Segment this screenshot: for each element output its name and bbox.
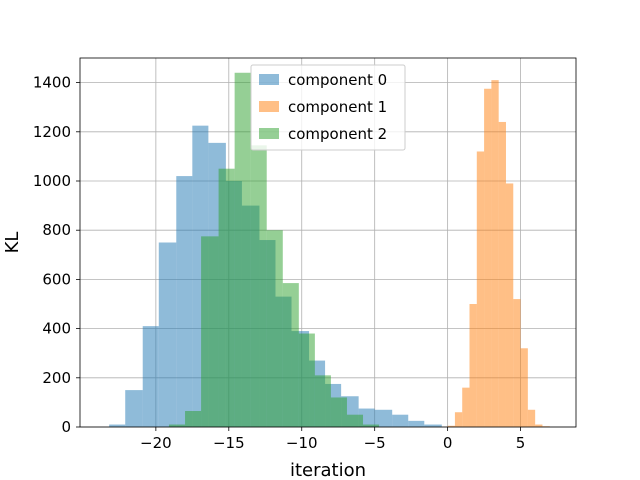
histogram-bar (314, 375, 331, 427)
histogram-bar (185, 411, 202, 427)
series-2-bars (168, 72, 380, 427)
y-tick-label: 400 (42, 320, 71, 338)
histogram-bar (447, 425, 455, 427)
histogram-bar (462, 387, 470, 427)
histogram-bar (282, 283, 299, 427)
y-tick-label: 800 (42, 221, 71, 239)
histogram-bar (491, 80, 499, 427)
x-tick-label: 0 (443, 434, 453, 452)
histogram-bar (363, 424, 380, 427)
bars (109, 72, 550, 428)
legend-swatch (259, 128, 279, 139)
histogram-bar (408, 420, 425, 427)
histogram-bar (250, 145, 267, 427)
histogram-bar (218, 168, 235, 427)
y-tick-label: 1200 (33, 123, 71, 141)
axis-ticks: −20 −15 −10 −5 0 5 0 200 400 600 800 1000 1200 1400 (33, 74, 526, 452)
histogram-bar (201, 236, 219, 427)
histogram-bar (374, 409, 393, 427)
histogram-bar (142, 326, 159, 427)
histogram-bar (330, 397, 347, 427)
plot-frame (79, 57, 577, 428)
series-1-bars (447, 80, 550, 428)
legend-swatch (259, 74, 279, 85)
histogram-bar (346, 414, 364, 427)
legend: component 0 component 1 component 2 (250, 64, 406, 151)
histogram-bar (498, 121, 506, 428)
histogram-bar (469, 304, 477, 427)
legend-label: component 2 (288, 125, 387, 143)
histogram-bar (109, 424, 126, 427)
histogram-bar (513, 299, 521, 427)
legend-swatch (259, 101, 279, 112)
histogram-bar (158, 242, 177, 427)
x-tick-label: −5 (364, 434, 386, 452)
x-axis-label: iteration (290, 460, 366, 480)
y-tick-label: 1400 (33, 74, 71, 92)
histogram-bar (125, 390, 143, 427)
y-tick-label: 200 (42, 369, 71, 387)
histogram-bar (176, 176, 193, 427)
histogram-bar (520, 348, 528, 427)
y-axis-label: KL (2, 232, 23, 254)
histogram-bar (392, 414, 409, 427)
x-tick-label: 5 (516, 434, 526, 452)
legend-label: component 0 (288, 71, 387, 89)
histogram-bar (505, 183, 514, 427)
histogram-bar (298, 333, 315, 427)
histogram-bar (484, 88, 492, 427)
y-tick-label: 0 (61, 418, 71, 436)
x-tick-label: −20 (140, 434, 172, 452)
histogram-bar (535, 424, 543, 427)
histogram-bar (234, 72, 251, 427)
histogram-bar (424, 424, 442, 427)
y-tick-label: 600 (42, 270, 71, 288)
histogram-bar (454, 412, 463, 427)
y-tick-label: 1000 (33, 172, 71, 190)
x-tick-label: −10 (286, 434, 318, 452)
x-tick-label: −15 (213, 434, 245, 452)
histogram-bar (168, 424, 186, 427)
histogram-bar (527, 409, 536, 427)
legend-label: component 1 (288, 98, 387, 116)
legend-box (250, 64, 406, 151)
histogram-bar (476, 151, 485, 428)
histogram-bar (266, 230, 283, 427)
